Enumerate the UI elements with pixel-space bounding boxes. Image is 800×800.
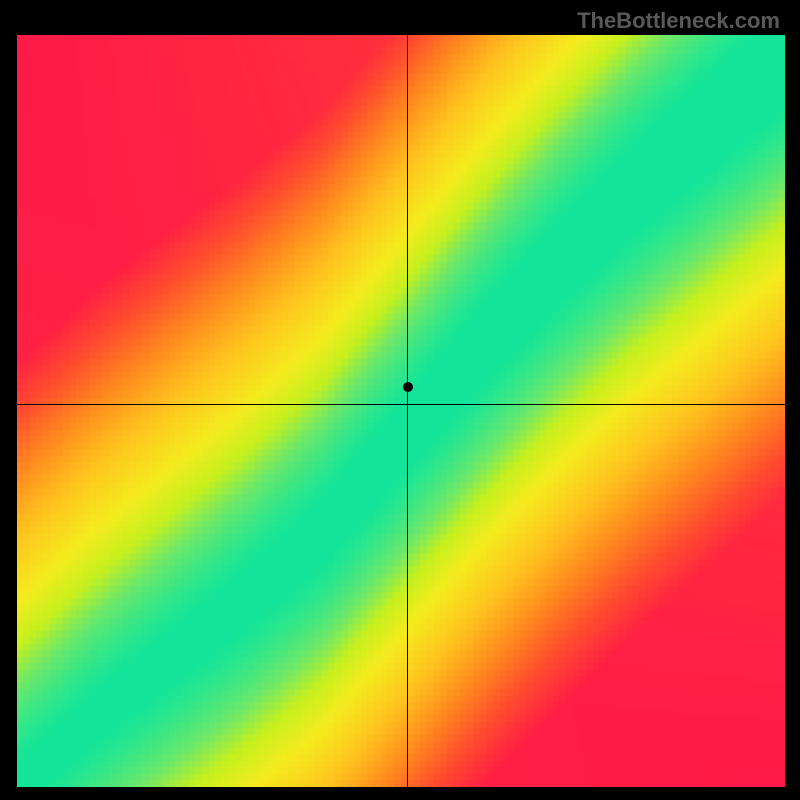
data-point-marker	[403, 382, 413, 392]
chart-container: TheBottleneck.com	[0, 0, 800, 800]
heatmap-canvas	[17, 35, 785, 787]
watermark-text: TheBottleneck.com	[577, 8, 780, 34]
crosshair-vertical	[407, 35, 408, 787]
crosshair-horizontal	[17, 404, 785, 405]
